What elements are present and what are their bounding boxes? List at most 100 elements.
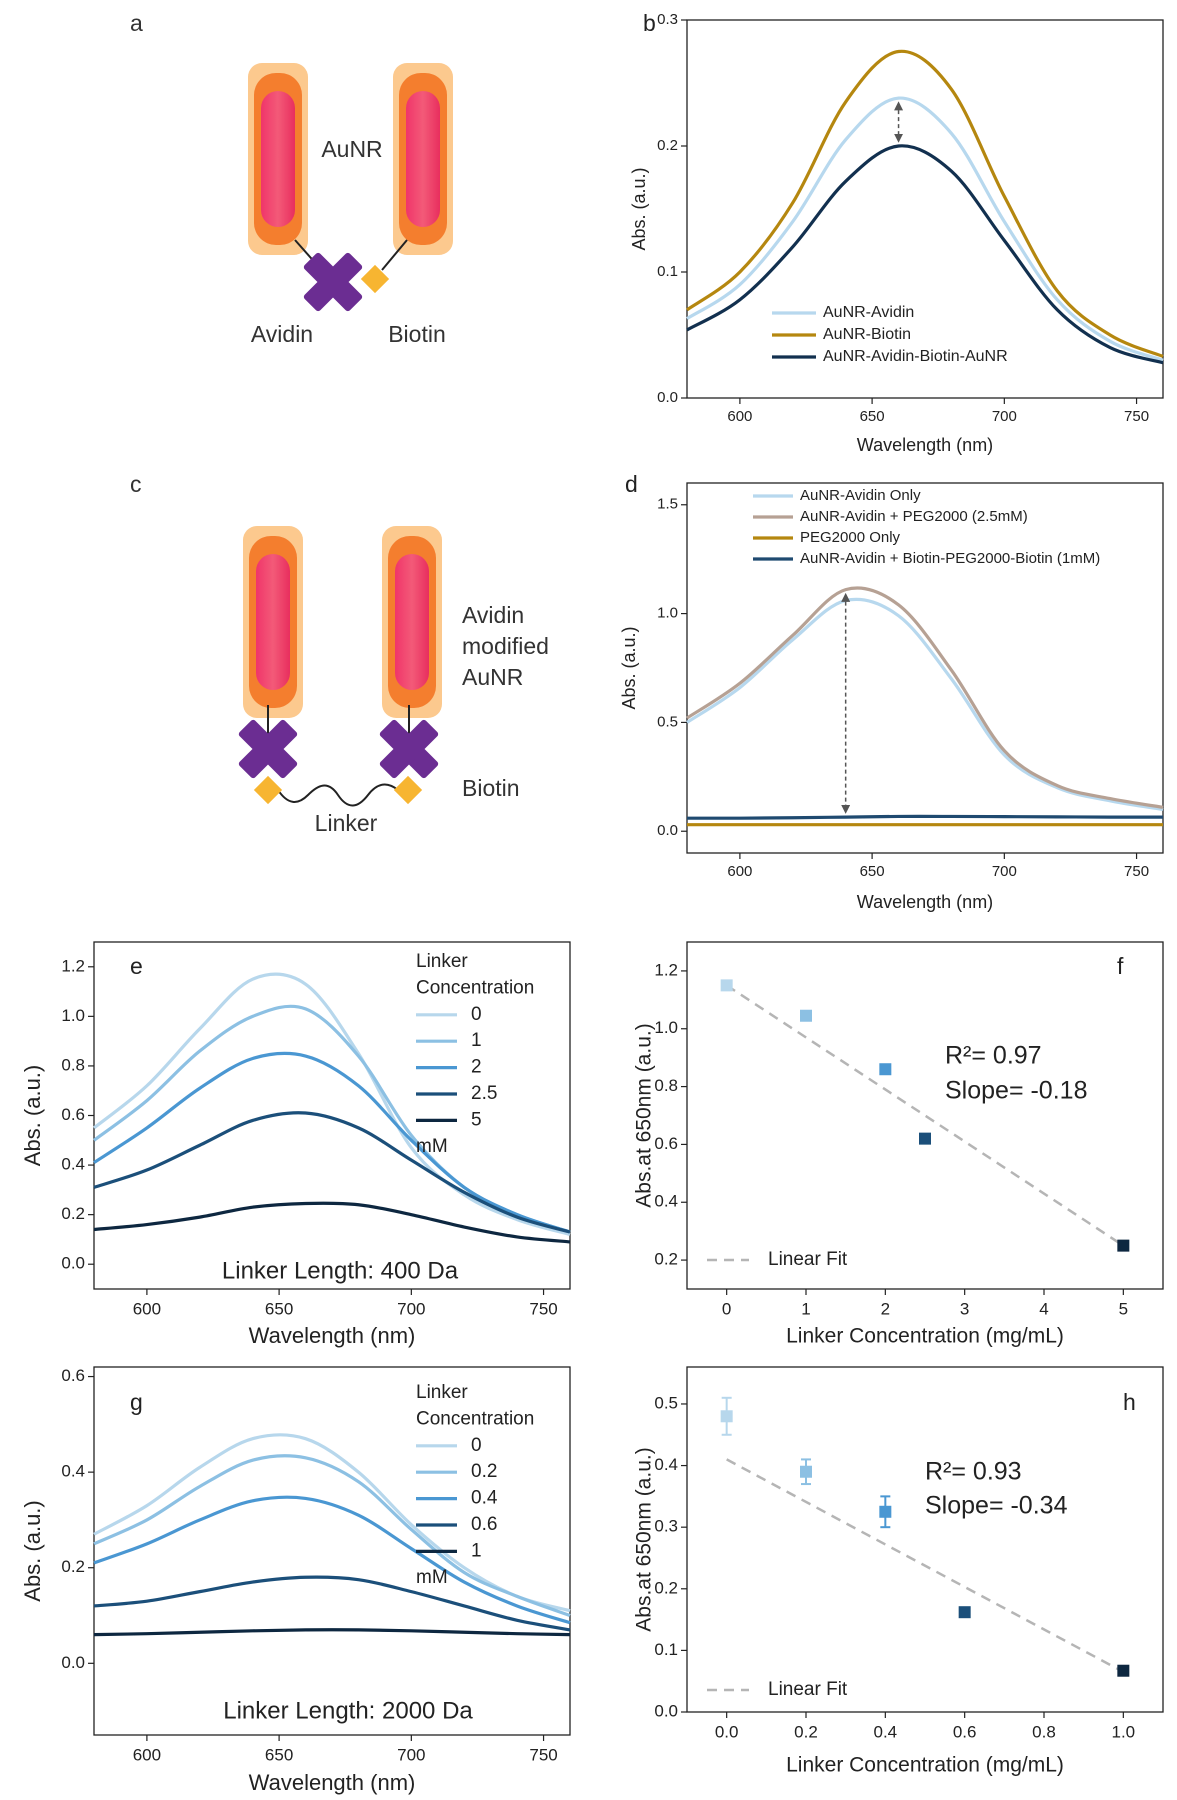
data-line — [686, 49, 1164, 358]
y-tick-label: 0.2 — [61, 1204, 85, 1223]
diagram-a: a AuNR Avidin Biotin — [130, 10, 453, 347]
data-line — [93, 1575, 571, 1632]
annotation: R²= 0.97 — [945, 1042, 1042, 1070]
x-tick-label: 750 — [529, 1299, 557, 1318]
chart-panel: b 600 650 700 750 0.0 0.1 0.2 0.3 Wavelength (nm)… — [629, 10, 1164, 455]
legend-title: Linker — [416, 951, 468, 972]
legend-label: 0.4 — [471, 1488, 498, 1509]
x-tick-label: 0.0 — [715, 1722, 739, 1741]
y-tick-label: 0.0 — [61, 1653, 85, 1672]
data-point — [720, 979, 733, 992]
x-tick-label: 0.6 — [953, 1722, 977, 1741]
chart-panel: g 600 650 700 750 0.0 0.2 0.4 0.6 Wavelength (nm)… — [20, 1366, 571, 1795]
legend-label: 5 — [471, 1109, 482, 1130]
y-tick-label: 0.4 — [61, 1155, 85, 1174]
y-tick-label: 0.5 — [654, 1393, 678, 1412]
data-line — [93, 1111, 571, 1234]
y-tick-label: 1.0 — [657, 605, 678, 622]
panel-letter: b — [643, 10, 656, 36]
diagram-label: AuNR — [321, 136, 382, 162]
panel-letter: c — [130, 471, 142, 497]
x-tick-label: 600 — [727, 863, 752, 880]
y-tick-label: 0.5 — [657, 713, 678, 730]
x-axis-label: Linker Concentration (mg/mL) — [786, 1754, 1064, 1777]
y-tick-label: 0.4 — [61, 1462, 85, 1481]
y-tick-label: 0.6 — [61, 1366, 85, 1385]
data-line — [93, 1051, 571, 1234]
diagram-label: Avidin — [251, 321, 313, 347]
x-tick-label: 0.4 — [874, 1722, 898, 1741]
x-tick-label: 4 — [1039, 1299, 1048, 1318]
nanorod — [393, 63, 453, 255]
legend-label: AuNR-Avidin Only — [800, 487, 921, 504]
plot-frame — [686, 941, 1164, 1290]
biotin-icon — [360, 264, 390, 294]
x-tick-label: 650 — [860, 408, 885, 425]
avidin-icon — [302, 251, 364, 313]
panel-letter: a — [130, 10, 143, 36]
x-tick-label: 0.8 — [1032, 1722, 1056, 1741]
diagram-label: modified — [462, 633, 549, 659]
y-tick-label: 0.6 — [654, 1134, 678, 1153]
annotation: R²= 0.93 — [925, 1458, 1022, 1486]
y-tick-label: 1.2 — [61, 956, 85, 975]
legend-label: AuNR-Avidin + Biotin-PEG2000-Biotin (1mM… — [800, 550, 1100, 567]
legend-label: AuNR-Biotin — [823, 326, 911, 343]
x-tick-label: 750 — [1124, 408, 1149, 425]
y-axis-label: Abs. (a.u.) — [20, 1065, 45, 1166]
panel-letter: d — [625, 471, 638, 497]
x-tick-label: 2 — [881, 1299, 890, 1318]
legend-label: 2 — [471, 1057, 482, 1078]
diagram-label: AuNR — [462, 664, 523, 690]
legend-unit: mM — [416, 1567, 448, 1588]
diagram-label: Linker — [315, 810, 378, 836]
plot-frame — [686, 482, 1164, 854]
y-tick-label: 1.0 — [61, 1006, 85, 1025]
y-tick-label: 0.1 — [654, 1640, 678, 1659]
y-axis-label: Abs. (a.u.) — [629, 167, 649, 250]
diagram-label: Biotin — [462, 775, 520, 801]
x-tick-label: 600 — [133, 1299, 161, 1318]
legend-label: Linear Fit — [768, 1679, 848, 1700]
x-axis-label: Wavelength (nm) — [857, 892, 993, 912]
legend-label: PEG2000 Only — [800, 529, 901, 546]
diagram-label: Biotin — [388, 321, 446, 347]
x-tick-label: 0.2 — [794, 1722, 818, 1741]
annotation: Linker Length: 400 Da — [222, 1257, 459, 1284]
data-line — [686, 96, 1164, 362]
chart-panel: h 0.0 0.2 0.4 0.6 0.8 1.0 0.0 0.1 0.2 0.3 0.4 0.5 Lin… — [633, 1366, 1164, 1777]
y-tick-label: 0.3 — [654, 1517, 678, 1536]
x-tick-label: 1.0 — [1112, 1722, 1136, 1741]
x-tick-label: 700 — [992, 863, 1017, 880]
biotin-icon — [253, 775, 283, 805]
x-tick-label: 650 — [265, 1745, 293, 1764]
x-tick-label: 600 — [133, 1745, 161, 1764]
data-point — [800, 1009, 812, 1022]
connector — [381, 239, 408, 271]
biotin-icon — [393, 775, 423, 805]
x-tick-label: 0 — [722, 1299, 731, 1318]
legend-label: 0.2 — [471, 1461, 497, 1482]
y-tick-label: 1.0 — [654, 1018, 678, 1037]
data-line — [686, 586, 1164, 809]
legend-title: Concentration — [416, 977, 534, 998]
data-point — [1117, 1664, 1130, 1677]
fit-line — [726, 1458, 1124, 1674]
data-point — [879, 1063, 892, 1076]
legend-label: 1 — [471, 1030, 482, 1051]
y-tick-label: 0.0 — [657, 389, 678, 406]
y-tick-label: 1.2 — [654, 960, 678, 979]
y-tick-label: 0.2 — [654, 1578, 678, 1597]
panel-letter: h — [1123, 1389, 1136, 1415]
x-tick-label: 700 — [992, 408, 1017, 425]
y-axis-label: Abs.at 650nm (a.u.) — [633, 1447, 656, 1631]
nanorod — [382, 526, 442, 718]
y-tick-label: 0.0 — [654, 1701, 678, 1720]
data-point — [958, 1606, 971, 1619]
legend-title: Concentration — [416, 1408, 534, 1429]
y-tick-label: 0.2 — [657, 137, 678, 154]
y-tick-label: 0.4 — [654, 1455, 678, 1474]
plot-frame — [93, 1366, 571, 1736]
y-axis-label: Abs.at 650nm (a.u.) — [633, 1023, 656, 1207]
